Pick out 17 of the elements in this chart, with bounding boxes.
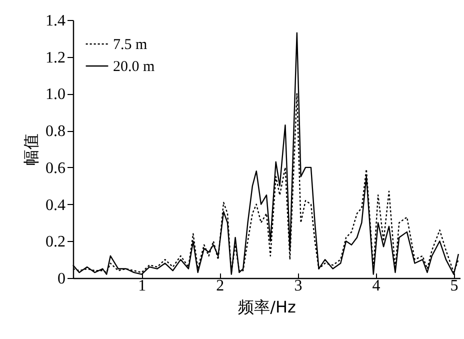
y-tick-label: 0 [58,270,66,288]
legend-label: 7.5 m [113,37,148,53]
legend-label: 20.0 m [113,59,155,75]
y-tick-label: 1.2 [46,49,66,66]
x-tick-label: 2 [216,278,224,294]
y-axis-title: 幅值 [22,134,40,166]
y-tick-label: 0.6 [46,160,66,177]
y-tick-label: 0.4 [46,196,66,214]
y-tick-label: 0.8 [46,123,66,140]
x-tick-label: 1 [138,278,146,294]
y-tick-label: 0.2 [46,234,66,251]
x-tick-label: 3 [294,278,302,294]
y-tick-label: 1.4 [46,12,66,30]
x-tick-label: 4 [372,278,380,294]
x-axis-title: 频率/Hz [238,298,296,316]
x-tick-label: 5 [450,278,458,294]
y-tick-label: 1.0 [46,86,66,104]
